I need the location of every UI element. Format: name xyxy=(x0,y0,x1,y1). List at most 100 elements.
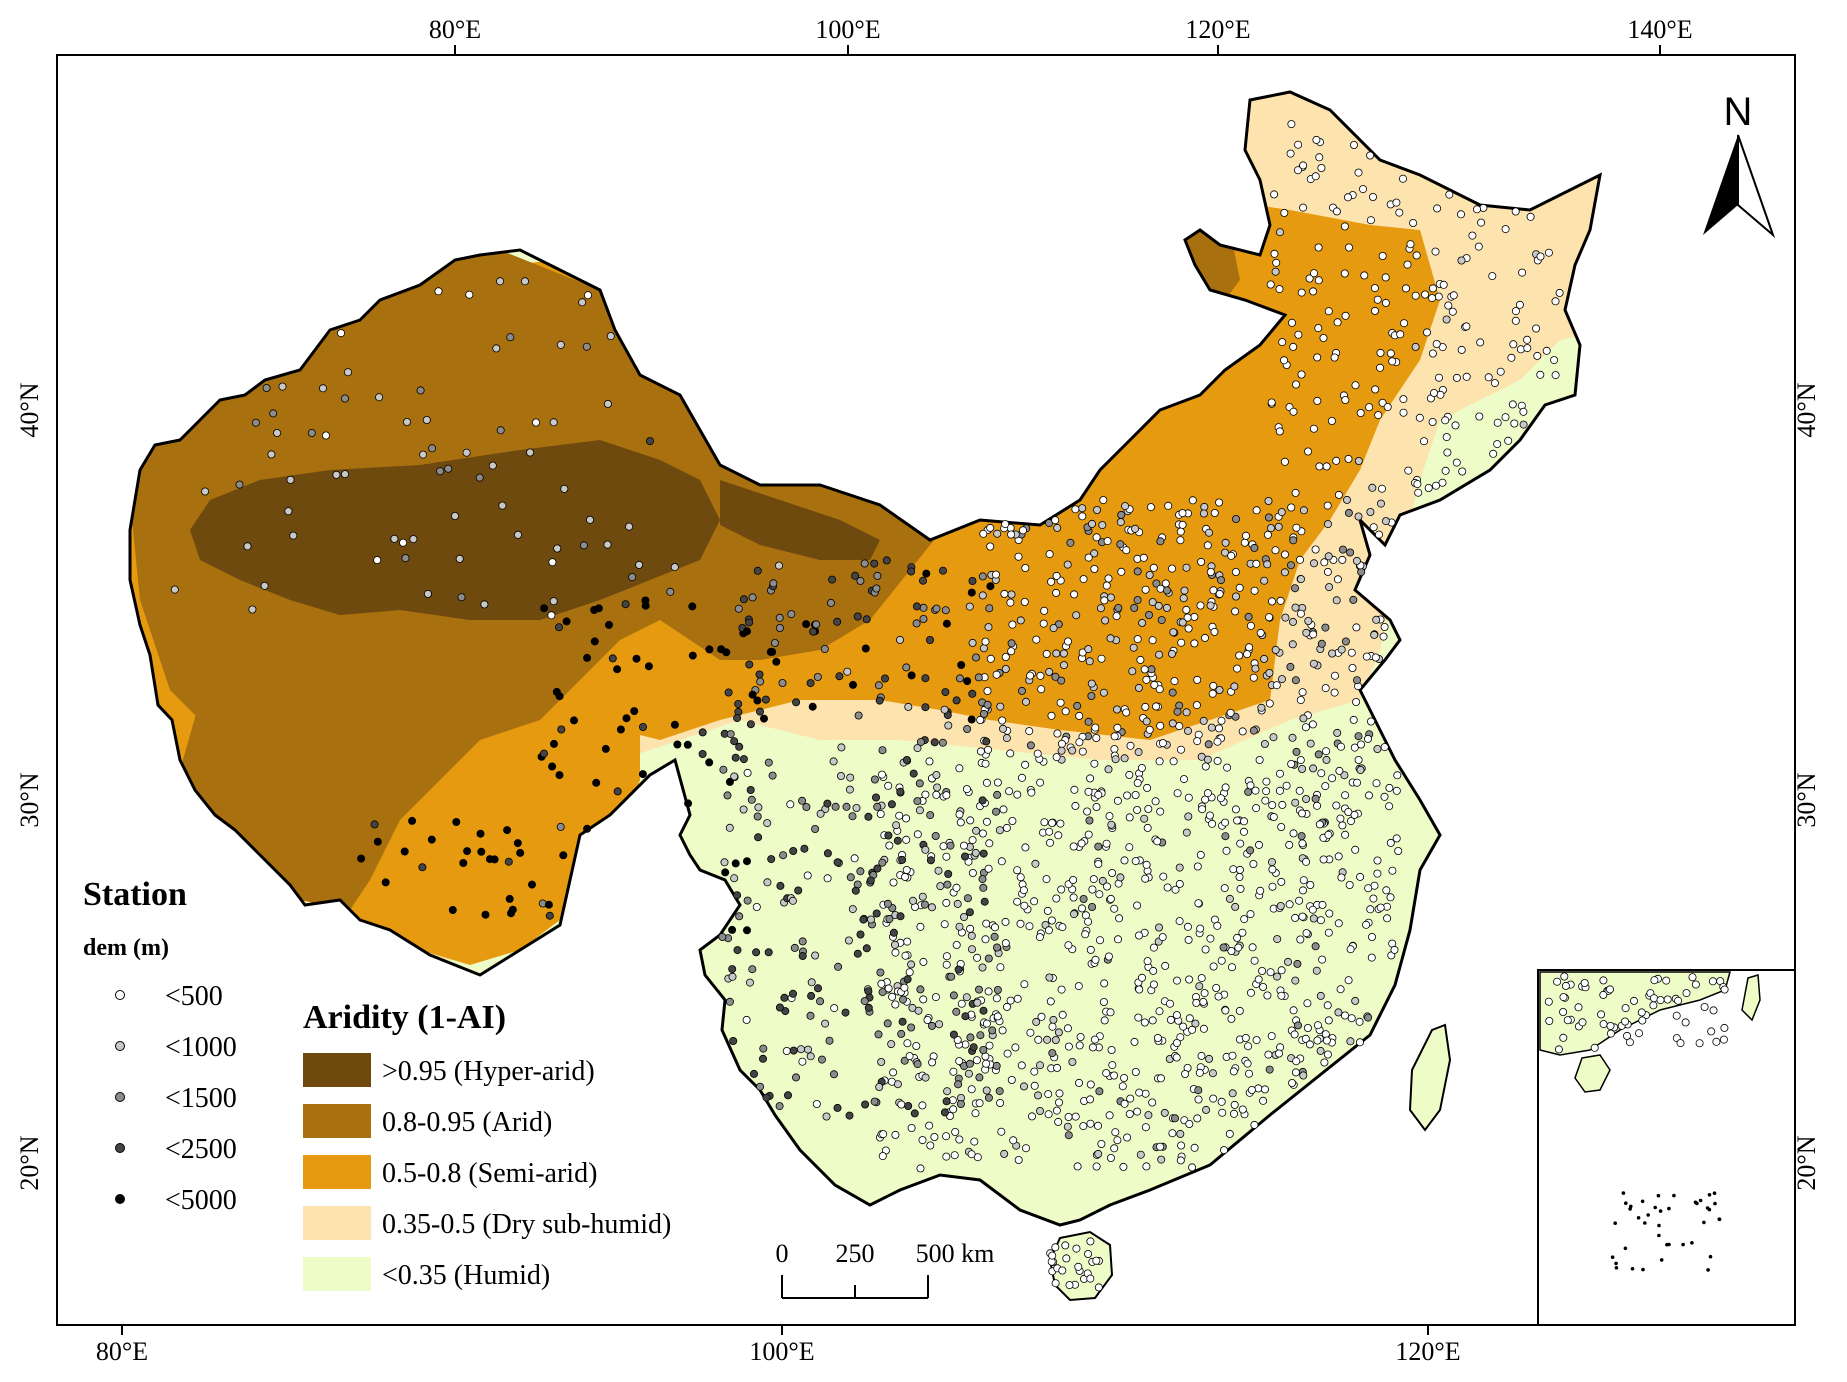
station-point xyxy=(955,922,964,931)
station-point xyxy=(1118,1082,1127,1091)
station-point xyxy=(743,896,752,905)
station-point xyxy=(768,771,777,780)
station-point xyxy=(1325,909,1334,918)
station-point xyxy=(966,1033,975,1042)
station-point xyxy=(955,764,964,773)
station-point xyxy=(949,1030,958,1039)
station-point xyxy=(400,847,409,856)
station-point xyxy=(1442,315,1451,324)
station-point xyxy=(1086,1080,1095,1089)
station-point xyxy=(1580,979,1589,988)
station-point xyxy=(545,911,554,920)
station-point xyxy=(941,606,950,615)
station-point xyxy=(1145,611,1154,620)
station-point xyxy=(918,1101,927,1110)
station-point xyxy=(1107,1046,1116,1055)
station-point xyxy=(1091,955,1100,964)
station-point xyxy=(862,615,871,624)
station-point xyxy=(1246,621,1255,630)
station-point xyxy=(1346,945,1355,954)
station-point xyxy=(888,992,897,1001)
station-point xyxy=(763,878,772,887)
bottom-tick-80e: 80°E xyxy=(96,1337,148,1366)
station-point xyxy=(1115,914,1124,923)
station-point xyxy=(1068,746,1077,755)
station-point xyxy=(1356,872,1365,881)
station-point xyxy=(969,1043,978,1052)
station-point xyxy=(846,773,855,782)
station-point xyxy=(1236,839,1245,848)
station-point xyxy=(452,818,461,827)
station-point xyxy=(1191,1019,1200,1028)
station-point xyxy=(1031,859,1040,868)
station-point xyxy=(549,597,558,606)
station-point xyxy=(872,909,881,918)
station-point xyxy=(1071,505,1080,514)
station-point xyxy=(1134,1013,1143,1022)
station-point xyxy=(1374,411,1383,420)
station-point xyxy=(1085,657,1094,666)
station-point xyxy=(1042,875,1051,884)
aridity-legend-swatch xyxy=(303,1104,371,1138)
station-point xyxy=(1195,1068,1204,1077)
station-point xyxy=(908,1003,917,1012)
station-point xyxy=(752,948,761,957)
station-point xyxy=(1287,561,1296,570)
station-point xyxy=(982,1019,991,1028)
station-point xyxy=(1071,801,1080,810)
station-point xyxy=(1185,975,1194,984)
station-point xyxy=(835,672,844,681)
station-point xyxy=(1268,801,1277,810)
station-point xyxy=(1060,661,1069,670)
station-point xyxy=(1016,919,1025,928)
station-point xyxy=(904,1102,913,1111)
station-point xyxy=(993,943,1002,952)
station-point xyxy=(1504,436,1513,445)
station-legend: Station dem (m) <500<1000<1500<2500<5000 xyxy=(83,876,237,1216)
station-point xyxy=(1215,589,1224,598)
station-point xyxy=(1018,773,1027,782)
station-point xyxy=(968,689,977,698)
station-point xyxy=(1141,874,1150,883)
station-point xyxy=(873,864,882,873)
station-point xyxy=(843,667,852,676)
station-point xyxy=(854,711,863,720)
station-point xyxy=(1044,1090,1053,1099)
station-point xyxy=(797,1045,806,1054)
station-point xyxy=(1235,583,1244,592)
station-point xyxy=(1261,796,1270,805)
station-point xyxy=(1235,651,1244,660)
station-point xyxy=(1403,260,1412,269)
station-point xyxy=(1133,1107,1142,1116)
station-point xyxy=(956,818,965,827)
station-point xyxy=(913,830,922,839)
station-point xyxy=(878,988,887,997)
station-point xyxy=(373,837,382,846)
station-point xyxy=(514,530,523,539)
station-point xyxy=(809,627,818,636)
station-point xyxy=(1017,1061,1026,1070)
station-point xyxy=(961,1012,970,1021)
station-point xyxy=(1354,512,1363,521)
station-point xyxy=(1135,985,1144,994)
station-point xyxy=(375,393,384,402)
station-point xyxy=(952,883,961,892)
station-point xyxy=(767,855,776,864)
station-point xyxy=(269,409,278,418)
station-point xyxy=(919,995,928,1004)
station-point xyxy=(979,849,988,858)
station-point xyxy=(1346,548,1355,557)
station-point xyxy=(909,769,918,778)
station-point xyxy=(1260,654,1269,663)
station-point xyxy=(1148,1098,1157,1107)
station-point xyxy=(1259,1096,1268,1105)
station-point xyxy=(284,507,293,516)
station-point xyxy=(952,696,961,705)
station-point xyxy=(806,1052,815,1061)
station-point xyxy=(730,874,739,883)
station-point xyxy=(1691,980,1700,989)
station-point xyxy=(1215,686,1224,695)
station-point xyxy=(550,739,559,748)
station-point xyxy=(830,1004,839,1013)
station-point xyxy=(1046,997,1055,1006)
